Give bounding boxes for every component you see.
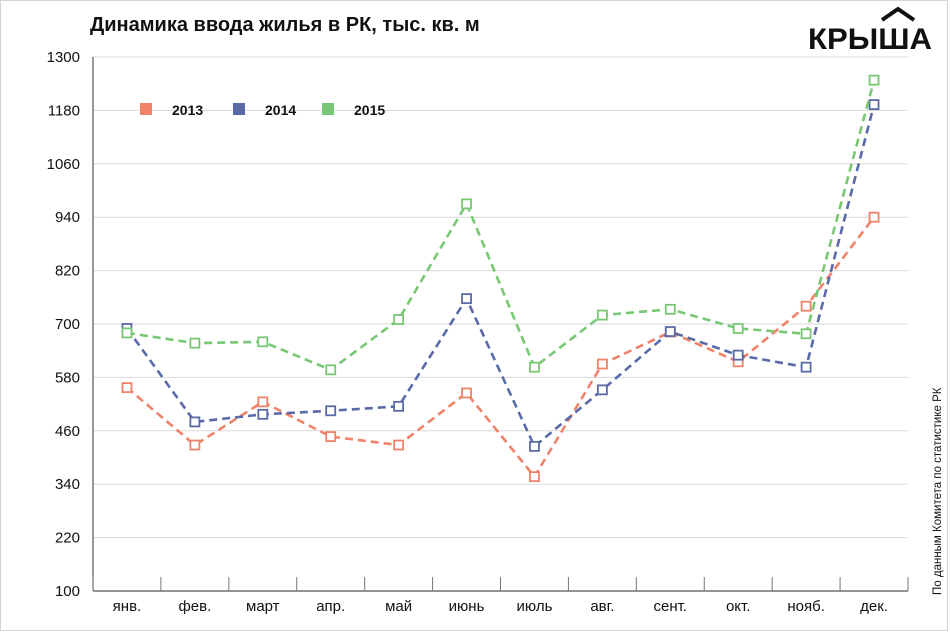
data-point xyxy=(800,328,812,340)
x-tick-label: окт. xyxy=(726,598,750,615)
series-line xyxy=(125,104,876,449)
data-point xyxy=(800,300,812,312)
data-point xyxy=(189,416,201,428)
data-point xyxy=(868,211,880,223)
data-point xyxy=(664,303,676,315)
data-point xyxy=(325,364,337,376)
x-tick-label: дек. xyxy=(860,598,888,615)
series-2014 xyxy=(121,99,880,452)
data-point xyxy=(800,361,812,373)
data-point xyxy=(393,400,405,412)
data-point xyxy=(121,327,133,339)
chart-title: Динамика ввода жилья в РК, тыс. кв. м xyxy=(90,14,480,36)
data-point xyxy=(529,440,540,452)
x-tick-label: май xyxy=(385,598,412,615)
data-point xyxy=(121,382,133,394)
y-tick-label: 580 xyxy=(55,369,80,386)
x-tick-label: авг. xyxy=(590,598,614,615)
data-point xyxy=(596,358,608,370)
data-point xyxy=(257,336,269,348)
axes xyxy=(92,57,909,592)
data-point xyxy=(189,439,201,451)
y-tick-label: 340 xyxy=(55,476,80,493)
data-point xyxy=(325,405,337,417)
data-point xyxy=(393,439,405,451)
data-point xyxy=(325,431,337,442)
data-point xyxy=(189,337,201,349)
series-line xyxy=(126,216,876,479)
data-point xyxy=(732,323,744,334)
y-tick-label: 700 xyxy=(55,316,80,333)
grid-lines xyxy=(93,56,908,539)
y-tick-label: 220 xyxy=(55,530,80,547)
legend-label: 2015 xyxy=(354,102,385,118)
series xyxy=(121,74,880,483)
y-tick-label: 1300 xyxy=(47,49,80,66)
x-tick-label: июнь xyxy=(449,598,485,615)
data-point xyxy=(461,293,472,305)
logo-text: КРЫША xyxy=(808,23,932,54)
x-tick-label: март xyxy=(246,598,280,615)
legend: 2013 2014 2015 xyxy=(140,102,385,118)
legend-label: 2014 xyxy=(265,102,296,118)
legend-swatch xyxy=(322,103,334,115)
x-tick-label: сент. xyxy=(654,598,688,615)
legend-swatch xyxy=(140,103,152,115)
data-point xyxy=(257,408,269,420)
legend-swatch xyxy=(233,103,245,115)
y-tick-label: 1180 xyxy=(48,102,80,119)
y-tick-label: 100 xyxy=(55,583,80,600)
data-point xyxy=(868,99,880,111)
data-point xyxy=(461,198,472,210)
x-tick-label: нояб. xyxy=(787,598,825,615)
legend-item-2014: 2014 xyxy=(233,102,296,118)
data-point xyxy=(596,309,608,321)
y-tick-label: 1060 xyxy=(47,156,80,173)
legend-label: 2013 xyxy=(172,102,203,118)
y-tick-label: 820 xyxy=(55,263,80,280)
data-point xyxy=(596,384,608,396)
data-point xyxy=(461,387,472,399)
y-tick-labels: 100 220 340 460 580 700 820 940 1060 1180 1300 xyxy=(47,49,80,600)
series-2015 xyxy=(121,74,880,376)
series-line xyxy=(126,79,876,372)
data-point xyxy=(664,326,676,337)
x-tick-label: апр. xyxy=(316,598,345,615)
krysha-logo: КРЫША xyxy=(808,6,932,54)
data-point xyxy=(257,396,269,408)
x-tick-label: янв. xyxy=(113,598,142,615)
series-2013 xyxy=(121,211,880,483)
y-tick-label: 940 xyxy=(55,209,80,226)
x-tick-labels: янв. фев. март апр. май июнь июль авг. сент. окт.… xyxy=(113,598,888,615)
legend-item-2013: 2013 xyxy=(140,102,203,118)
y-tick-label: 460 xyxy=(55,423,80,440)
legend-item-2015: 2015 xyxy=(322,102,385,118)
data-point xyxy=(529,361,540,373)
x-tick-label: фев. xyxy=(178,598,211,615)
x-tick-label: июль xyxy=(517,598,553,615)
data-point xyxy=(732,349,744,361)
data-point xyxy=(868,74,880,86)
data-point xyxy=(529,471,540,483)
data-point xyxy=(393,314,405,325)
